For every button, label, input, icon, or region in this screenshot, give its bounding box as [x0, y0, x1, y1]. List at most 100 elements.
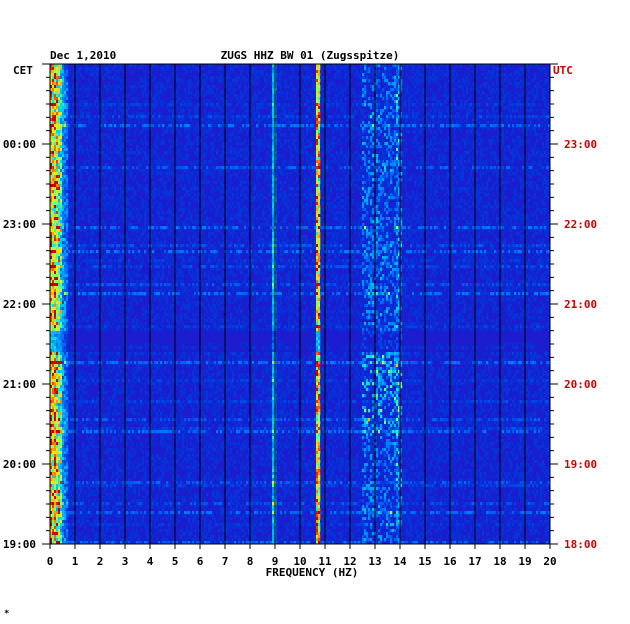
heatmap-cell — [314, 100, 317, 104]
heatmap-cell — [526, 100, 529, 104]
heatmap-cell — [386, 136, 389, 140]
heatmap-cell — [396, 157, 399, 161]
heatmap-cell — [112, 76, 115, 80]
heatmap-cell — [450, 109, 453, 113]
heatmap-cell — [512, 76, 515, 80]
heatmap-cell — [164, 118, 167, 122]
heatmap-cell — [368, 151, 371, 155]
heatmap-cell — [394, 121, 397, 125]
heatmap-cell — [434, 121, 437, 125]
heatmap-cell — [122, 160, 125, 164]
heatmap-cell — [546, 178, 549, 182]
heatmap-cell — [384, 124, 387, 128]
heatmap-cell — [460, 100, 463, 104]
heatmap-cell — [286, 103, 289, 107]
heatmap-cell — [330, 166, 333, 170]
heatmap-cell — [438, 175, 441, 179]
heatmap-cell — [194, 94, 197, 98]
heatmap-cell — [292, 166, 295, 170]
heatmap-cell — [152, 115, 155, 119]
heatmap-cell — [76, 115, 79, 119]
heatmap-cell — [502, 181, 505, 185]
heatmap-cell — [120, 109, 123, 113]
heatmap-cell — [76, 94, 79, 98]
heatmap-cell — [198, 136, 201, 140]
heatmap-cell — [172, 73, 175, 77]
heatmap-cell — [344, 166, 347, 170]
heatmap-cell — [382, 157, 385, 161]
heatmap-cell — [168, 160, 171, 164]
heatmap-cell — [88, 121, 91, 125]
heatmap-cell — [292, 112, 295, 116]
heatmap-cell — [242, 64, 245, 68]
heatmap-cell — [440, 100, 443, 104]
heatmap-cell — [438, 70, 441, 74]
heatmap-cell — [360, 91, 363, 95]
heatmap-cell — [392, 103, 395, 107]
heatmap-cell — [308, 127, 311, 131]
heatmap-cell — [246, 130, 249, 134]
heatmap-cell — [390, 115, 393, 119]
heatmap-cell — [482, 181, 485, 185]
heatmap-cell — [542, 67, 545, 71]
heatmap-cell — [540, 166, 543, 170]
heatmap-cell — [166, 85, 169, 89]
heatmap-cell — [504, 136, 507, 140]
heatmap-cell — [386, 133, 389, 137]
heatmap-cell — [158, 160, 161, 164]
heatmap-cell — [204, 91, 207, 95]
heatmap-cell — [496, 97, 499, 101]
heatmap-cell — [376, 106, 379, 110]
heatmap-cell — [302, 157, 305, 161]
heatmap-cell — [470, 184, 473, 188]
heatmap-cell — [360, 64, 363, 68]
heatmap-cell — [186, 172, 189, 176]
heatmap-cell — [278, 73, 281, 77]
heatmap-cell — [288, 139, 291, 143]
heatmap-cell — [318, 139, 321, 143]
heatmap-cell — [496, 82, 499, 86]
heatmap-cell — [110, 127, 113, 131]
heatmap-cell — [104, 154, 107, 158]
heatmap-cell — [260, 142, 263, 146]
heatmap-cell — [390, 112, 393, 116]
heatmap-cell — [232, 172, 235, 176]
heatmap-cell — [284, 133, 287, 137]
heatmap-cell — [132, 106, 135, 110]
heatmap-cell — [290, 97, 293, 101]
heatmap-cell — [72, 127, 75, 131]
heatmap-cell — [480, 148, 483, 152]
heatmap-cell — [56, 85, 59, 89]
heatmap-cell — [54, 118, 57, 122]
heatmap-cell — [348, 154, 351, 158]
heatmap-cell — [398, 124, 401, 128]
heatmap-cell — [94, 73, 97, 77]
heatmap-cell — [398, 139, 401, 143]
heatmap-cell — [452, 94, 455, 98]
heatmap-cell — [242, 178, 245, 182]
heatmap-cell — [446, 166, 449, 170]
heatmap-cell — [450, 76, 453, 80]
heatmap-cell — [384, 106, 387, 110]
heatmap-cell — [294, 166, 297, 170]
heatmap-cell — [454, 100, 457, 104]
heatmap-cell — [58, 136, 61, 140]
heatmap-cell — [100, 70, 103, 74]
heatmap-cell — [144, 103, 147, 107]
heatmap-cell — [498, 166, 501, 170]
heatmap-cell — [122, 103, 125, 107]
heatmap-cell — [320, 103, 323, 107]
heatmap-cell — [378, 88, 381, 92]
heatmap-cell — [272, 118, 275, 122]
heatmap-cell — [522, 184, 525, 188]
heatmap-cell — [262, 88, 265, 92]
heatmap-cell — [480, 160, 483, 164]
heatmap-cell — [98, 118, 101, 122]
heatmap-cell — [318, 145, 321, 149]
heatmap-cell — [290, 157, 293, 161]
heatmap-cell — [388, 124, 391, 128]
heatmap-cell — [376, 157, 379, 161]
heatmap-cell — [444, 82, 447, 86]
heatmap-cell — [398, 82, 401, 86]
heatmap-cell — [52, 154, 55, 158]
